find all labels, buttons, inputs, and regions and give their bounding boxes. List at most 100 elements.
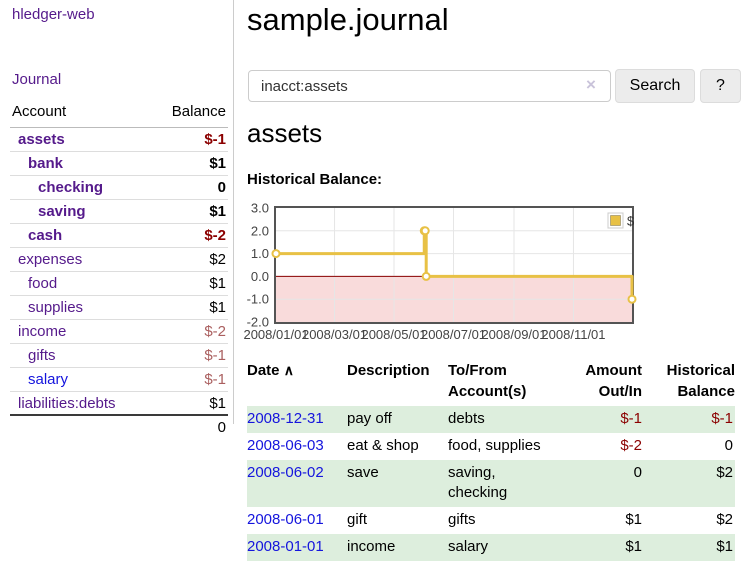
account-balance: $-2 [204,323,226,340]
account-link[interactable]: gifts [28,347,56,364]
transaction-description: gift [347,511,368,528]
account-row: salary $-1 [10,368,228,392]
transaction-balance: $1 [642,534,735,561]
accounts-total-value: 0 [217,419,226,436]
accounts-table-header: Account Balance [10,99,228,128]
account-balance: $1 [209,203,226,220]
account-row: saving $1 [10,200,228,224]
transaction-amount: $1 [577,534,642,561]
account-row: liabilities:debts $1 [10,392,228,416]
historical-balance-chart[interactable]: 3.0 2.0 1.0 0.0 -1.0 -2.0 2008/01/01 2008/03/01… [243,196,642,348]
account-link[interactable]: checking [38,179,104,196]
transaction-accounts: saving, checking [448,460,577,507]
register-header-accounts: To/From Account(s) [448,362,527,400]
transaction-accounts: debts [448,406,577,433]
register-row: 2008-06-03 eat & shop food, supplies $-2 0 [247,433,735,460]
account-link[interactable]: income [18,323,67,340]
accounts-total-row: 0 [10,416,228,440]
sidebar-divider [233,0,234,424]
accounts-header-balance: Balance [171,103,226,120]
chart-data-point [627,294,637,304]
chart-y-tick-label: 1.0 [251,246,269,261]
legend-label: $ [627,214,635,229]
transaction-date-link[interactable]: 2008-06-01 [247,511,324,528]
clear-search-icon[interactable]: × [586,75,596,94]
transaction-accounts: food, supplies [448,437,541,454]
register-header-balance: Historical Balance [666,362,735,400]
transaction-description: income [347,534,448,561]
chart-y-tick-label: 2.0 [251,223,269,238]
register-header-amount: Amount Out/In [585,362,642,400]
account-balance: $-1 [204,347,226,364]
register-header-row: Date ∧ Description To/From Account(s) Am… [247,358,735,406]
account-link[interactable]: salary [28,371,69,388]
account-balance: 0 [217,179,226,196]
chart-y-tick-label: 3.0 [251,201,269,216]
account-link[interactable]: cash [28,227,63,244]
transaction-amount: $-1 [577,406,642,433]
app-brand-link[interactable]: hledger-web [12,6,95,23]
chart-title: Historical Balance: [247,171,383,188]
account-row: expenses $2 [10,248,228,272]
register-row: 2008-06-01 gift gifts $1 $2 [247,507,735,534]
chart-x-tick-label: 2008/03/01 [302,327,367,342]
transaction-description: pay off [347,406,448,433]
register-table: Date ∧ Description To/From Account(s) Am… [247,358,735,561]
register-row: 2008-06-02 save saving, checking 0 $2 [247,460,735,507]
transaction-amount: $1 [625,511,642,528]
account-link[interactable]: supplies [28,299,84,316]
transaction-accounts: gifts [448,511,476,528]
chart-x-tick-label: 2008/09/01 [481,327,546,342]
account-balance: $-2 [204,227,226,244]
register-row: 2008-01-01 income salary $1 $1 [247,534,735,561]
transaction-balance: $2 [716,511,733,528]
search-button[interactable]: Search [615,69,695,103]
account-link[interactable]: assets [18,131,65,148]
transaction-description: save [347,460,448,507]
chart-y-tick-label: -2.0 [247,315,269,330]
chart-border [274,206,634,324]
transaction-accounts: salary [448,534,577,561]
account-link[interactable]: expenses [18,251,83,268]
account-balance: $1 [209,275,226,292]
accounts-header-account: Account [12,103,67,120]
account-balance: $-1 [204,131,226,148]
transaction-description: eat & shop [347,437,419,454]
transaction-date-link[interactable]: 2008-01-01 [247,538,324,555]
transaction-date-link[interactable]: 2008-12-31 [247,410,324,427]
register-header-description: Description [347,362,430,379]
sidebar-item-journal[interactable]: Journal [12,71,62,88]
account-row: food $1 [10,272,228,296]
account-link[interactable]: bank [28,155,64,172]
account-link[interactable]: food [28,275,58,292]
search-form: × Search ? [248,69,741,103]
account-balance: $2 [209,251,226,268]
page-title: sample.journal [247,2,449,37]
legend-color-swatch [610,215,621,226]
accounts-balance-table: Account Balance assets $-1 bank $1 checking 0… [10,99,228,440]
account-row: cash $-2 [10,224,228,248]
account-balance: $1 [209,394,226,412]
transaction-amount: $-2 [620,437,642,454]
account-link[interactable]: liabilities:debts [18,394,116,412]
transaction-date-link[interactable]: 2008-06-02 [247,464,324,481]
chart-y-tick-label: -1.0 [247,292,269,307]
chart-x-tick-label: 2008/01/01 [243,327,308,342]
search-input[interactable] [248,70,611,102]
help-button[interactable]: ? [700,69,741,103]
chart-y-tick-label: 0.0 [251,269,269,284]
transaction-amount: 0 [577,460,642,507]
chart-data-point [271,249,281,259]
register-header-date[interactable]: Date ∧ [247,358,347,406]
chart-x-tick-label: 2008/07/01 [421,327,486,342]
transaction-balance: $-1 [642,406,735,433]
account-row: bank $1 [10,152,228,176]
chart-x-tick-label: 2008/11/01 [541,327,605,342]
chart-data-point [420,226,430,236]
date-header-label: Date [247,362,280,379]
account-row: income $-2 [10,320,228,344]
register-row: 2008-12-31 pay off debts $-1 $-1 [247,406,735,433]
account-link[interactable]: saving [38,203,86,220]
account-heading: assets [247,118,323,148]
transaction-date-link[interactable]: 2008-06-03 [247,437,324,454]
